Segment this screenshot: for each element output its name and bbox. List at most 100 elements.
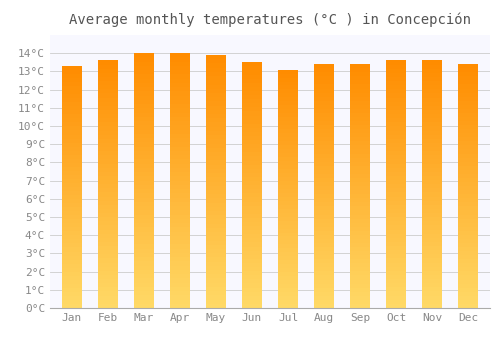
Bar (62, 260, 82, 264)
Bar (458, 76, 478, 80)
Bar (386, 143, 406, 147)
Bar (386, 254, 406, 259)
Bar (314, 219, 334, 223)
Bar (242, 95, 262, 99)
Bar (206, 182, 226, 186)
Bar (98, 193, 117, 197)
Bar (62, 94, 82, 98)
Bar (278, 173, 298, 177)
Bar (98, 143, 117, 147)
Bar (278, 264, 298, 268)
Bar (386, 267, 406, 271)
Bar (134, 227, 154, 232)
Bar (314, 92, 334, 97)
Bar (98, 230, 117, 234)
Bar (386, 230, 406, 234)
Bar (242, 234, 262, 238)
Bar (458, 210, 478, 215)
Bar (278, 109, 298, 113)
Bar (98, 283, 117, 287)
Bar (386, 163, 406, 168)
Bar (170, 189, 190, 193)
Bar (422, 271, 442, 275)
Bar (206, 287, 226, 291)
Bar (458, 84, 478, 89)
Bar (386, 151, 406, 155)
Bar (206, 169, 226, 173)
Bar (350, 162, 370, 166)
Bar (242, 263, 262, 267)
Bar (350, 89, 370, 92)
Bar (98, 106, 117, 110)
Bar (134, 66, 154, 70)
Bar (422, 118, 442, 122)
Bar (386, 217, 406, 221)
Bar (206, 164, 226, 169)
Bar (134, 151, 154, 155)
Bar (350, 84, 370, 89)
Bar (98, 209, 117, 213)
Bar (278, 284, 298, 288)
Bar (458, 117, 478, 121)
Bar (458, 239, 478, 243)
Bar (386, 93, 406, 98)
Bar (422, 259, 442, 262)
Bar (98, 160, 117, 163)
Bar (170, 57, 190, 62)
Bar (278, 244, 298, 248)
Bar (170, 125, 190, 130)
Bar (278, 288, 298, 292)
Bar (386, 110, 406, 114)
Bar (350, 149, 370, 154)
Bar (134, 270, 154, 274)
Bar (278, 82, 298, 85)
Bar (206, 228, 226, 232)
Bar (62, 86, 82, 90)
Bar (98, 85, 117, 89)
Bar (422, 110, 442, 114)
Bar (458, 89, 478, 92)
Bar (314, 251, 334, 255)
Bar (278, 296, 298, 300)
Bar (458, 223, 478, 227)
Bar (242, 226, 262, 230)
Bar (170, 291, 190, 295)
Bar (62, 106, 82, 110)
Bar (62, 195, 82, 199)
Bar (98, 155, 117, 160)
Bar (314, 154, 334, 158)
Bar (458, 231, 478, 235)
Bar (62, 244, 82, 247)
Bar (242, 300, 262, 304)
Bar (458, 296, 478, 300)
Bar (458, 300, 478, 304)
Bar (98, 135, 117, 139)
Bar (278, 272, 298, 276)
Bar (206, 291, 226, 295)
Bar (350, 259, 370, 263)
Bar (206, 139, 226, 144)
Bar (386, 155, 406, 160)
Bar (206, 110, 226, 114)
Bar (134, 70, 154, 75)
Bar (62, 203, 82, 207)
Bar (62, 131, 82, 134)
Bar (422, 217, 442, 221)
Bar (422, 242, 442, 246)
Bar (134, 210, 154, 215)
Bar (386, 275, 406, 279)
Bar (98, 139, 117, 143)
Bar (98, 65, 117, 69)
Bar (242, 128, 262, 132)
Bar (422, 201, 442, 205)
Bar (314, 267, 334, 271)
Bar (278, 276, 298, 280)
Bar (386, 102, 406, 106)
Bar (458, 149, 478, 154)
Bar (206, 257, 226, 261)
Bar (314, 158, 334, 162)
Bar (98, 151, 117, 155)
Bar (170, 227, 190, 232)
Bar (458, 267, 478, 271)
Bar (206, 114, 226, 118)
